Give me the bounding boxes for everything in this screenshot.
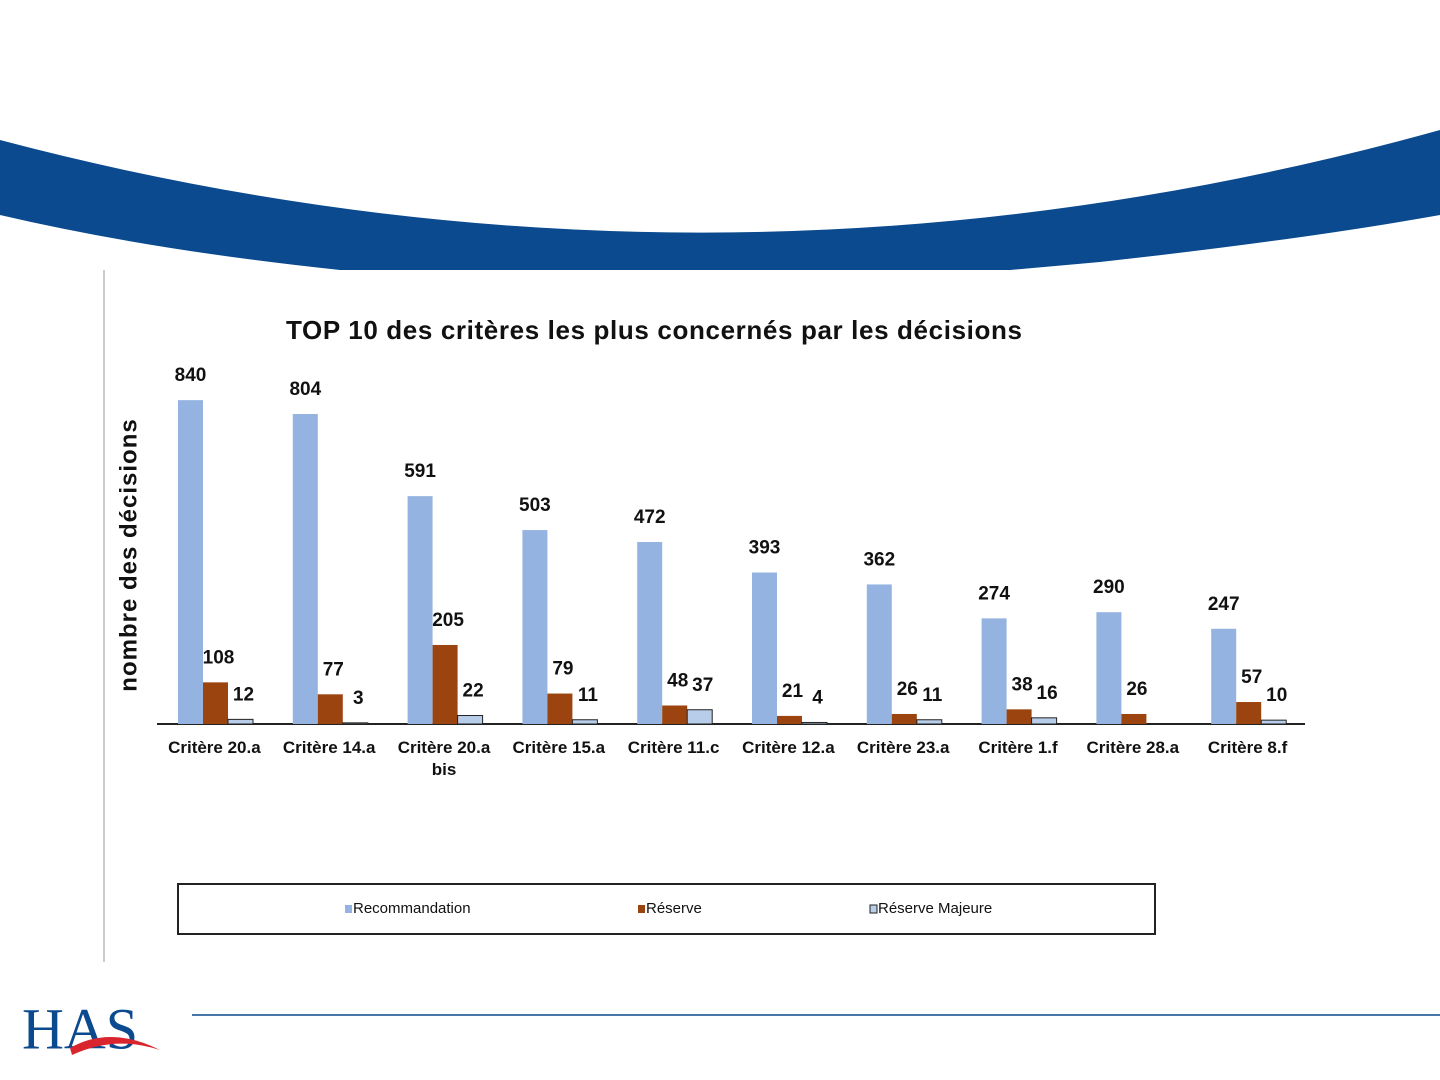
y-axis-label: nombre des décisions	[115, 418, 142, 691]
legend-swatch	[869, 904, 878, 914]
value-label: 362	[863, 549, 895, 570]
bar	[1096, 612, 1122, 724]
bar	[1236, 702, 1262, 724]
value-label: 10	[1266, 685, 1287, 706]
logo-swash	[70, 1036, 160, 1055]
value-label: 77	[323, 659, 344, 680]
value-label: 57	[1241, 667, 1262, 688]
bar	[178, 400, 203, 724]
bar	[891, 713, 917, 724]
legend-label: Réserve	[646, 900, 702, 917]
value-label: 503	[519, 495, 551, 516]
value-label: 26	[1126, 679, 1147, 700]
legend-swatch	[345, 905, 352, 913]
value-label: 79	[552, 659, 573, 680]
value-label: 274	[978, 583, 1010, 604]
header-swoosh	[0, 130, 1440, 270]
bar	[571, 719, 598, 725]
bar	[801, 721, 828, 725]
value-label: 247	[1208, 594, 1240, 615]
value-label: 472	[634, 507, 666, 528]
bar	[1006, 709, 1032, 724]
bar	[916, 719, 943, 725]
value-label: 108	[203, 647, 235, 668]
x-tick-label: Critère 12.a	[742, 738, 835, 757]
value-label: 205	[432, 610, 464, 631]
x-tick-label: Critère 20.a	[168, 738, 261, 757]
value-label: 290	[1093, 577, 1125, 598]
value-label: 591	[404, 461, 436, 482]
bar	[1260, 719, 1287, 725]
bar	[1211, 628, 1237, 724]
x-tick-label: Critère 8.f	[1207, 738, 1288, 757]
legend-label: Recommandation	[353, 900, 471, 917]
value-label: 840	[175, 365, 207, 386]
bar	[777, 715, 802, 724]
value-label: 16	[1037, 683, 1058, 704]
value-label: 38	[1012, 674, 1033, 695]
value-label: 804	[289, 379, 321, 400]
bar	[292, 414, 318, 724]
x-tick-label: Critère 28.a	[1086, 738, 1180, 757]
bar	[432, 644, 458, 724]
value-label: 22	[463, 681, 484, 702]
legend-label: Réserve Majeure	[878, 900, 992, 917]
bar	[1031, 717, 1058, 725]
bar	[637, 542, 663, 724]
x-tick-label: Critère 23.a	[856, 738, 950, 757]
bar	[522, 530, 548, 724]
x-tick-label: Critère 14.a	[282, 738, 376, 757]
x-tick-label: Critère 15.a	[512, 738, 606, 757]
bar	[203, 682, 228, 724]
legend-swatch	[638, 905, 645, 913]
value-label: 21	[782, 681, 804, 702]
header-edge	[1430, 140, 1440, 215]
value-label: 3	[353, 688, 364, 709]
bar	[342, 722, 369, 725]
x-tick-label: Critère 20.a bis	[397, 738, 491, 779]
value-label: 48	[667, 671, 688, 692]
bar	[1121, 713, 1147, 724]
bar	[981, 618, 1007, 724]
bar	[547, 693, 573, 724]
x-tick-label: Critère 1.f	[978, 738, 1058, 757]
bar	[317, 694, 343, 724]
bar	[407, 496, 433, 724]
value-label: 37	[692, 675, 713, 696]
value-label: 26	[897, 679, 918, 700]
bar	[227, 718, 254, 725]
chart-title: TOP 10 des critères les plus concernés p…	[286, 315, 1022, 345]
bar	[752, 572, 777, 724]
bar	[686, 709, 713, 725]
bar	[866, 584, 892, 724]
x-tick-label: Critère 11.c	[627, 738, 720, 757]
bar	[457, 715, 484, 725]
value-label: 393	[749, 537, 781, 558]
bar	[662, 705, 688, 724]
legend-box	[177, 883, 1156, 935]
value-label: 12	[233, 684, 254, 705]
value-label: 4	[812, 687, 823, 708]
value-label: 11	[578, 685, 599, 706]
value-label: 11	[922, 685, 943, 706]
